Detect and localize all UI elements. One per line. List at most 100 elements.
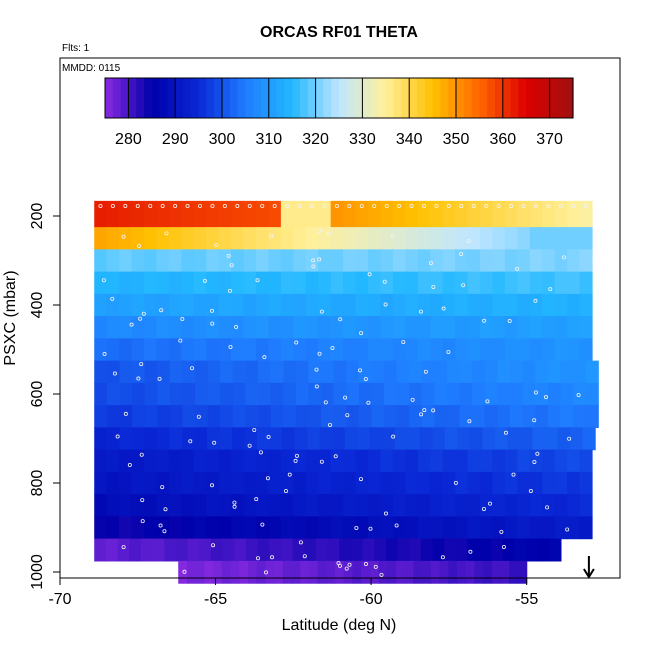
- colorbar-swatch: [144, 78, 153, 118]
- heatmap-cell: [417, 293, 431, 317]
- heatmap-cell: [119, 516, 133, 540]
- observation-point: [499, 529, 504, 534]
- heatmap-cell: [231, 271, 245, 295]
- colorbar-tick-label: 370: [536, 131, 563, 148]
- heatmap-cell: [504, 227, 518, 250]
- observation-point: [546, 203, 551, 208]
- heatmap-cell: [243, 271, 257, 295]
- observation-point: [196, 414, 201, 419]
- observation-point: [319, 309, 324, 314]
- observation-point: [235, 203, 240, 208]
- heatmap-cell: [567, 227, 581, 250]
- heatmap-cell: [119, 293, 133, 317]
- heatmap-cell: [442, 516, 456, 540]
- heatmap-cell: [256, 338, 270, 362]
- heatmap-cell: [280, 293, 294, 317]
- heatmap-cell: [430, 560, 441, 584]
- heatmap-cell: [243, 227, 257, 250]
- heatmap-cell: [442, 249, 456, 273]
- observation-point: [210, 203, 215, 208]
- heatmap-cell: [567, 516, 581, 540]
- heatmap-cell: [442, 338, 456, 362]
- heatmap-cell: [181, 271, 195, 295]
- observation-point: [212, 440, 217, 445]
- heatmap-cell: [305, 494, 319, 517]
- heatmap-cell: [355, 293, 369, 317]
- heatmap-cell: [492, 200, 506, 228]
- colorbar-tick-label: 280: [115, 131, 142, 148]
- heatmap-cell: [554, 449, 568, 473]
- heatmap-cell: [579, 249, 593, 273]
- heatmap-cell: [529, 271, 543, 295]
- observation-point: [266, 435, 271, 440]
- heatmap-cell: [280, 538, 294, 562]
- heatmap-cell: [210, 538, 224, 562]
- heatmap-cell: [510, 382, 524, 406]
- heatmap-cell: [231, 449, 245, 473]
- heatmap-cell: [280, 494, 294, 517]
- heatmap-cell: [193, 271, 207, 295]
- heatmap-cell: [549, 538, 562, 562]
- heatmap-cell: [195, 560, 205, 584]
- heatmap-cell: [510, 405, 524, 428]
- heatmap-cell: [195, 382, 209, 406]
- heatmap-cell: [156, 494, 170, 517]
- heatmap-cell: [392, 249, 406, 273]
- heatmap-cell: [522, 360, 536, 384]
- heatmap-cell: [132, 360, 146, 384]
- heatmap-cell: [430, 249, 444, 273]
- heatmap-cell: [330, 271, 344, 295]
- heatmap-cell: [368, 494, 382, 517]
- heatmap-cell: [517, 227, 531, 250]
- observation-point: [163, 507, 168, 512]
- heatmap-cell: [132, 405, 146, 428]
- colorbar-swatch: [448, 78, 457, 118]
- heatmap-cell: [492, 227, 506, 250]
- heatmap-cell: [157, 382, 171, 406]
- heatmap-cell: [220, 405, 234, 428]
- colorbar-swatch: [222, 78, 231, 118]
- heatmap-cell: [144, 427, 158, 451]
- heatmap-cell: [579, 271, 593, 295]
- observation-point: [562, 255, 567, 260]
- observation-point: [214, 243, 219, 248]
- heatmap-cell: [384, 382, 398, 406]
- observation-point: [162, 529, 167, 534]
- heatmap-cell: [256, 293, 270, 317]
- observation-point: [535, 451, 540, 456]
- colorbar-swatch: [565, 78, 574, 118]
- heatmap-cell: [193, 338, 207, 362]
- heatmap-cell: [529, 516, 543, 540]
- heatmap-cell: [305, 271, 319, 295]
- heatmap-cell: [434, 382, 448, 406]
- colorbar-tick-label: 360: [489, 131, 516, 148]
- heatmap-cell: [168, 516, 182, 540]
- heatmap-cell: [380, 338, 394, 362]
- heatmap-cell: [119, 227, 133, 250]
- heatmap-cell: [405, 271, 419, 295]
- colorbar-swatch: [323, 78, 332, 118]
- observation-point: [468, 549, 473, 554]
- heatmap-cell: [417, 471, 431, 495]
- heatmap-cell: [554, 249, 568, 273]
- observation-point: [202, 278, 207, 283]
- heatmap-cell: [308, 382, 322, 406]
- heatmap-cell: [497, 405, 511, 428]
- heatmap-cell: [467, 538, 480, 562]
- heatmap-cell: [144, 316, 158, 339]
- observation-point: [160, 485, 165, 490]
- heatmap-cell: [585, 360, 599, 384]
- observation-point: [366, 400, 371, 405]
- heatmap-cell: [168, 200, 182, 228]
- heatmap-cell: [472, 382, 486, 406]
- observation-point: [534, 203, 539, 208]
- heatmap-cell: [417, 227, 431, 250]
- heatmap-cell: [119, 360, 133, 384]
- heatmap-cell: [144, 338, 158, 362]
- heatmap-cell: [409, 538, 422, 562]
- heatmap-cell: [547, 360, 562, 384]
- heatmap-cell: [434, 360, 448, 384]
- heatmap-cell: [430, 471, 444, 495]
- heatmap-cell: [243, 249, 257, 273]
